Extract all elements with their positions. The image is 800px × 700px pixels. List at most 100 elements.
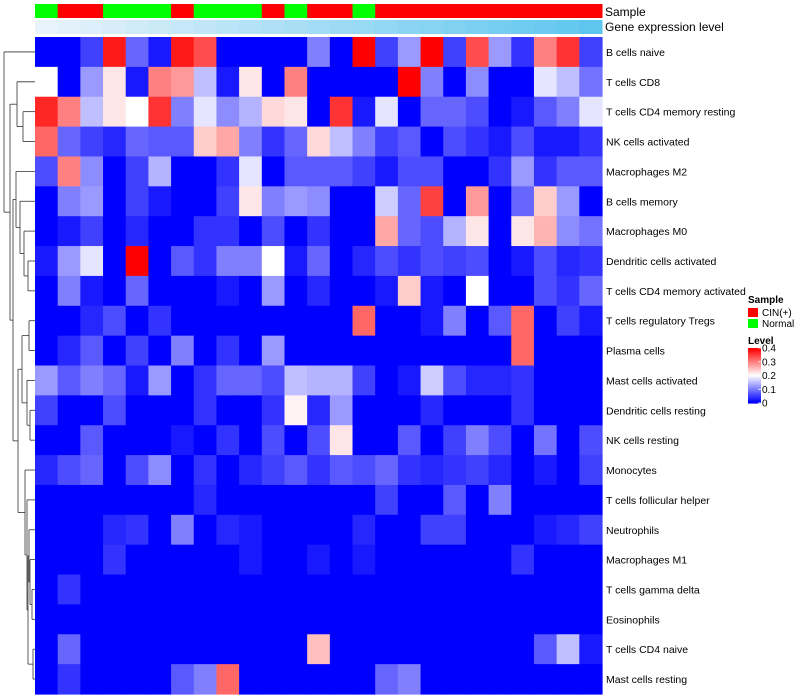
heatmap-cell — [511, 395, 535, 426]
colorbar-segment — [748, 367, 761, 370]
heatmap-cell — [125, 634, 149, 665]
heatmap-cell — [397, 246, 422, 277]
heatmap-cell — [465, 634, 490, 665]
heatmap-cell — [465, 305, 490, 337]
heatmap-cell — [35, 37, 59, 68]
sample-cell-cin — [533, 4, 558, 18]
colorbar-segment — [748, 376, 761, 379]
sample-cell-cin — [261, 4, 285, 18]
heatmap-cell — [239, 216, 263, 247]
colorbar-segment — [748, 368, 761, 371]
heatmap-cell — [57, 574, 81, 606]
heatmap-cell — [35, 484, 59, 516]
heatmap-cell — [125, 186, 149, 217]
heatmap-cell — [261, 156, 286, 187]
colorbar-segment — [748, 363, 761, 366]
heatmap-cell — [352, 604, 376, 635]
sample-cell-cin — [375, 4, 399, 18]
heatmap-cell — [103, 395, 127, 426]
heatmap-cell — [35, 395, 59, 426]
heatmap-cell — [171, 365, 195, 396]
heatmap-cell — [556, 634, 580, 665]
heatmap-cell — [420, 455, 444, 486]
heatmap-cell — [261, 186, 286, 217]
heatmap-cell — [148, 574, 172, 606]
row-label: Macrophages M1 — [606, 555, 687, 567]
heatmap-cell — [307, 634, 331, 665]
sample-cell-cin — [397, 4, 422, 18]
heatmap-cell — [193, 156, 218, 187]
heatmap-cell — [80, 365, 104, 396]
colorbar-tick-label: 0.2 — [762, 371, 776, 382]
heatmap-cell — [239, 395, 263, 426]
heatmap-cell — [397, 96, 422, 128]
heatmap-cell — [352, 365, 376, 396]
heatmap-cell — [103, 37, 127, 68]
heatmap-cell — [488, 246, 512, 277]
heatmap-cell — [193, 216, 218, 247]
colorbar-segment — [748, 359, 761, 361]
heatmap-cell — [193, 37, 218, 68]
row-label: Macrophages M2 — [606, 166, 687, 178]
heatmap-cell — [307, 156, 331, 187]
expression-track-cell — [556, 20, 580, 34]
colorbar-segment — [748, 387, 761, 390]
heatmap-cell — [35, 574, 59, 606]
heatmap-cell — [261, 484, 286, 516]
heatmap-cell — [35, 275, 59, 307]
heatmap-cell — [556, 664, 580, 695]
heatmap-cell — [556, 275, 580, 307]
heatmap-cell — [239, 425, 263, 456]
heatmap-cell — [579, 126, 603, 158]
heatmap-cell — [329, 395, 354, 426]
heatmap-cell — [239, 156, 263, 187]
heatmap-cell — [125, 335, 149, 367]
heatmap-cell — [284, 544, 308, 576]
heatmap-cell — [125, 156, 149, 187]
heatmap-cell — [465, 574, 490, 606]
heatmap-cell — [307, 574, 331, 606]
heatmap-cell — [80, 604, 104, 635]
heatmap-cell — [352, 664, 376, 695]
legend-label-normal: Normal — [762, 319, 794, 330]
heatmap-cell — [307, 514, 331, 546]
heatmap-cell — [125, 395, 149, 426]
heatmap-cell — [148, 664, 172, 695]
heatmap-cell — [420, 634, 444, 665]
expression-track-cell — [329, 20, 354, 34]
heatmap-cell — [465, 96, 490, 128]
heatmap-cell — [420, 365, 444, 396]
heatmap-cell — [556, 216, 580, 247]
heatmap-cell — [465, 455, 490, 486]
heatmap-cell — [397, 514, 422, 546]
expression-track-cell — [103, 20, 127, 34]
heatmap-cell — [420, 574, 444, 606]
heatmap-cell — [57, 604, 81, 635]
heatmap-cell — [352, 395, 376, 426]
expression-track-cell — [261, 20, 285, 34]
heatmap-cell — [465, 335, 490, 367]
row-label: Plasma cells — [606, 346, 665, 358]
heatmap-cell — [533, 604, 558, 635]
heatmap-cell — [193, 246, 218, 277]
heatmap-cell — [511, 484, 535, 516]
heatmap-cell — [579, 484, 603, 516]
heatmap-cell — [443, 37, 467, 68]
heatmap-cell — [193, 455, 218, 486]
sample-cell-normal — [352, 4, 376, 18]
heatmap-cell — [375, 37, 399, 68]
heatmap-cell — [488, 604, 512, 635]
heatmap-cell — [35, 544, 59, 576]
heatmap-cell — [420, 544, 444, 576]
heatmap-cell — [465, 514, 490, 546]
heatmap-cell — [103, 484, 127, 516]
heatmap-cell — [533, 126, 558, 158]
heatmap-cell — [488, 455, 512, 486]
heatmap-cell — [103, 634, 127, 665]
heatmap-cell — [261, 514, 286, 546]
heatmap-cell — [35, 126, 59, 158]
heatmap-cell — [148, 96, 172, 128]
expression-track-cell — [35, 20, 59, 34]
expression-track-cell — [533, 20, 558, 34]
heatmap-cell — [148, 395, 172, 426]
